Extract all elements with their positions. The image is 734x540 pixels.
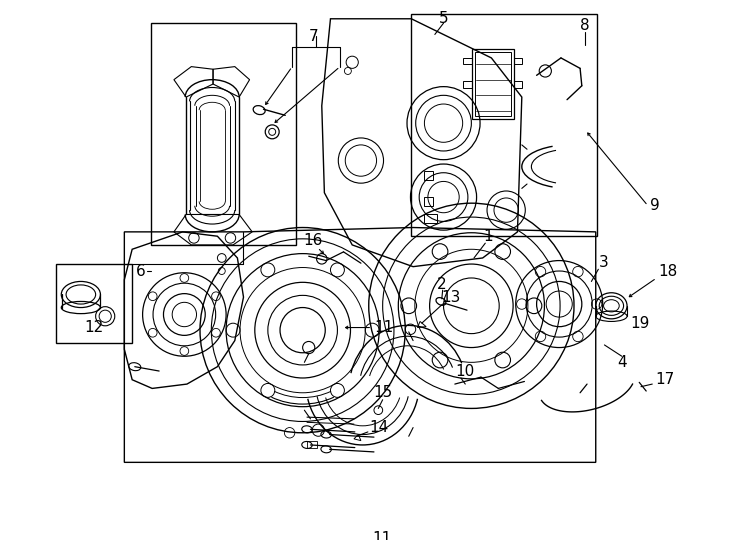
- Text: 19: 19: [631, 316, 650, 330]
- Text: 6: 6: [136, 264, 145, 279]
- Bar: [307, 442, 317, 448]
- Bar: [411, 15, 597, 236]
- Text: 9: 9: [650, 198, 659, 213]
- Text: 13: 13: [441, 289, 460, 305]
- Text: 3: 3: [598, 255, 608, 270]
- Bar: [472, 49, 514, 119]
- Text: 12: 12: [84, 320, 103, 335]
- Text: 11: 11: [372, 531, 391, 540]
- Text: 10: 10: [455, 363, 474, 379]
- Text: 5: 5: [439, 11, 448, 26]
- Text: 11: 11: [374, 320, 393, 335]
- Text: 1: 1: [484, 229, 493, 244]
- Text: 16: 16: [303, 233, 323, 248]
- Text: 17: 17: [655, 372, 674, 387]
- Text: 14: 14: [370, 420, 389, 435]
- Bar: [475, 52, 512, 116]
- Text: 15: 15: [373, 385, 392, 400]
- Text: 8: 8: [581, 18, 590, 33]
- Text: 4: 4: [617, 355, 627, 370]
- Bar: [56, 264, 132, 343]
- Text: 7: 7: [308, 29, 318, 44]
- Text: 2: 2: [437, 276, 446, 292]
- Text: 18: 18: [658, 264, 677, 279]
- Bar: [151, 23, 296, 245]
